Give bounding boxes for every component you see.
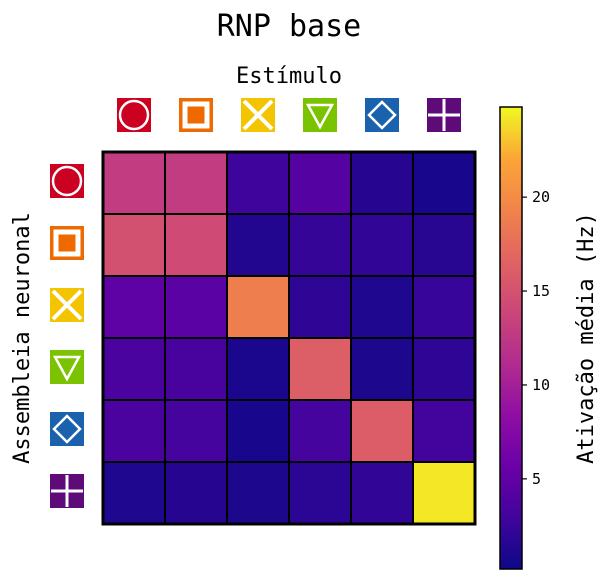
heatmap-cell [164, 213, 228, 277]
square-icon [50, 226, 84, 260]
colorbar-tick-label: 10 [532, 376, 550, 394]
heatmap-cell [226, 275, 290, 339]
heatmap-cell [288, 213, 352, 277]
circle-icon [50, 164, 84, 198]
circle-icon [117, 98, 151, 132]
triangle-icon [303, 98, 337, 132]
plus-icon [427, 98, 461, 132]
heatmap-cell [226, 461, 290, 525]
heatmap-cell [164, 399, 228, 463]
colorbar-tick-label: 5 [532, 470, 541, 488]
heatmap-cell [350, 275, 414, 339]
heatmap-cell [412, 275, 476, 339]
heatmap-cell [350, 213, 414, 277]
colorbar-label: Ativação média (Hz) [574, 212, 599, 464]
heatmap-cell [350, 461, 414, 525]
heatmap-cell [102, 213, 166, 277]
heatmap-cell [226, 151, 290, 215]
heatmap-cell [102, 337, 166, 401]
colorbar: 5 10 15 20 [499, 106, 550, 570]
heatmap-cell [412, 337, 476, 401]
colorbar-gradient [499, 106, 523, 570]
heatmap-cell [288, 151, 352, 215]
heatmap-cell [226, 337, 290, 401]
heatmap-cell [164, 275, 228, 339]
heatmap-cell [350, 337, 414, 401]
colorbar-tick-label: 15 [532, 282, 550, 300]
heatmap-cell [226, 213, 290, 277]
heatmap-cell [288, 461, 352, 525]
heatmap-cell [288, 337, 352, 401]
heatmap-cell [102, 151, 166, 215]
heatmap-cell [164, 337, 228, 401]
y-axis-label: Assembleia neuronal [10, 212, 35, 464]
heatmap-cell [412, 399, 476, 463]
y-category-icons [50, 164, 84, 508]
diamond-icon [365, 98, 399, 132]
heatmap-cells [102, 151, 476, 525]
heatmap-cell [288, 399, 352, 463]
heatmap-cell [288, 275, 352, 339]
heatmap-cell [164, 461, 228, 525]
heatmap-cell [412, 461, 476, 525]
heatmap-frame [101, 150, 477, 526]
heatmap-cell [350, 151, 414, 215]
plus-icon [50, 474, 84, 508]
heatmap-cell [164, 151, 228, 215]
x-icon [50, 288, 84, 322]
heatmap-cell [350, 399, 414, 463]
colorbar-tick-label: 20 [532, 188, 550, 206]
square-icon [179, 98, 213, 132]
heatmap-cell [412, 151, 476, 215]
x-axis-label: Estímulo [236, 64, 342, 89]
heatmap-cell [412, 213, 476, 277]
heatmap-cell [102, 461, 166, 525]
x-category-icons [117, 98, 461, 132]
heatmap-cell [102, 399, 166, 463]
chart-title: RNP base [217, 9, 362, 44]
x-icon [241, 98, 275, 132]
heatmap-cell [226, 399, 290, 463]
triangle-icon [50, 350, 84, 384]
diamond-icon [50, 412, 84, 446]
colorbar-ticks: 5 10 15 20 [522, 188, 550, 488]
heatmap-cell [102, 275, 166, 339]
